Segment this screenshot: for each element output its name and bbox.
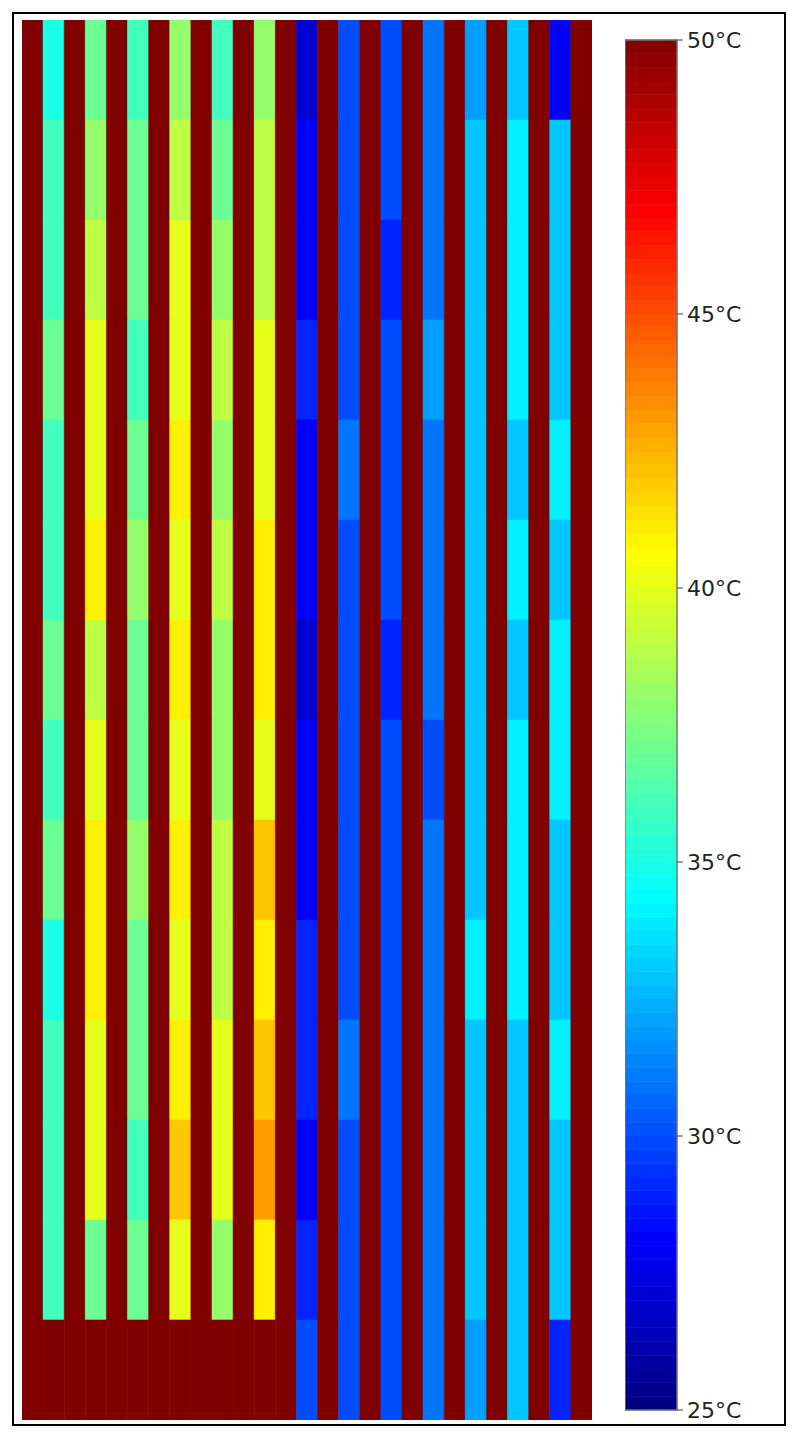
svg-text:50°C: 50°C	[687, 28, 741, 53]
svg-text:40°C: 40°C	[687, 576, 741, 601]
svg-text:35°C: 35°C	[687, 850, 741, 875]
svg-text:30°C: 30°C	[687, 1124, 741, 1149]
svg-text:45°C: 45°C	[687, 302, 741, 327]
svg-text:25°C: 25°C	[687, 1398, 741, 1423]
